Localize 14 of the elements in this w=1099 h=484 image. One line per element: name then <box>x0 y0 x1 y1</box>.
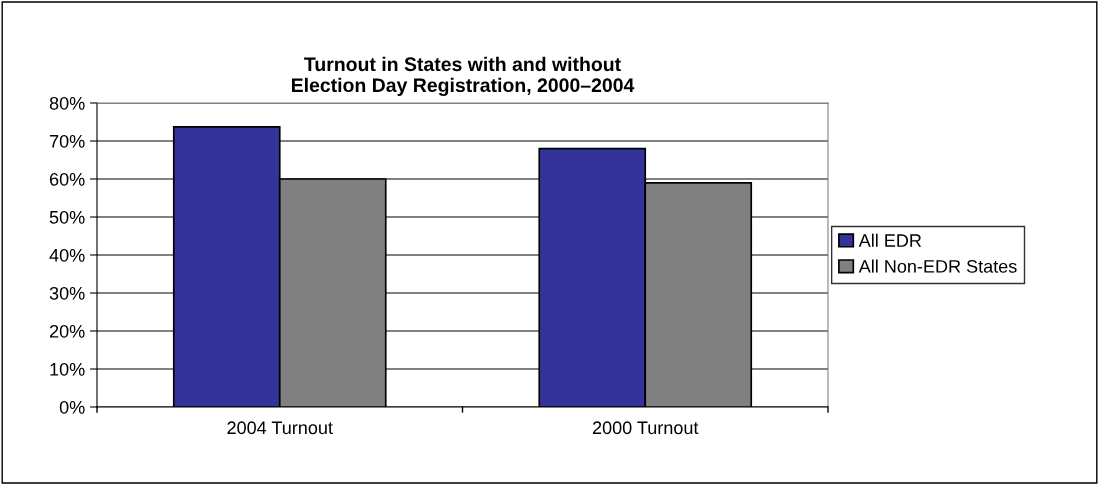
chart-title: Turnout in States with and without Election Day Registration, 2000–2004 <box>291 56 635 97</box>
y-tick-label: 30% <box>49 286 85 300</box>
y-tick-label: 60% <box>49 172 85 186</box>
x-tick-label: 2000 Turnout <box>592 421 699 435</box>
y-tick-label: 80% <box>49 96 85 110</box>
y-tick-label: 50% <box>49 210 85 224</box>
x-tick-label: 2004 Turnout <box>227 421 333 435</box>
y-tick-label: 40% <box>49 248 85 262</box>
y-tick-label: 20% <box>49 324 85 338</box>
y-tick-label: 10% <box>50 362 85 376</box>
legend-label: All Non-EDR States <box>858 259 1017 273</box>
y-tick-label: 70% <box>49 134 85 148</box>
legend-label: All EDR <box>858 233 922 247</box>
y-tick-label: 0% <box>59 400 85 414</box>
